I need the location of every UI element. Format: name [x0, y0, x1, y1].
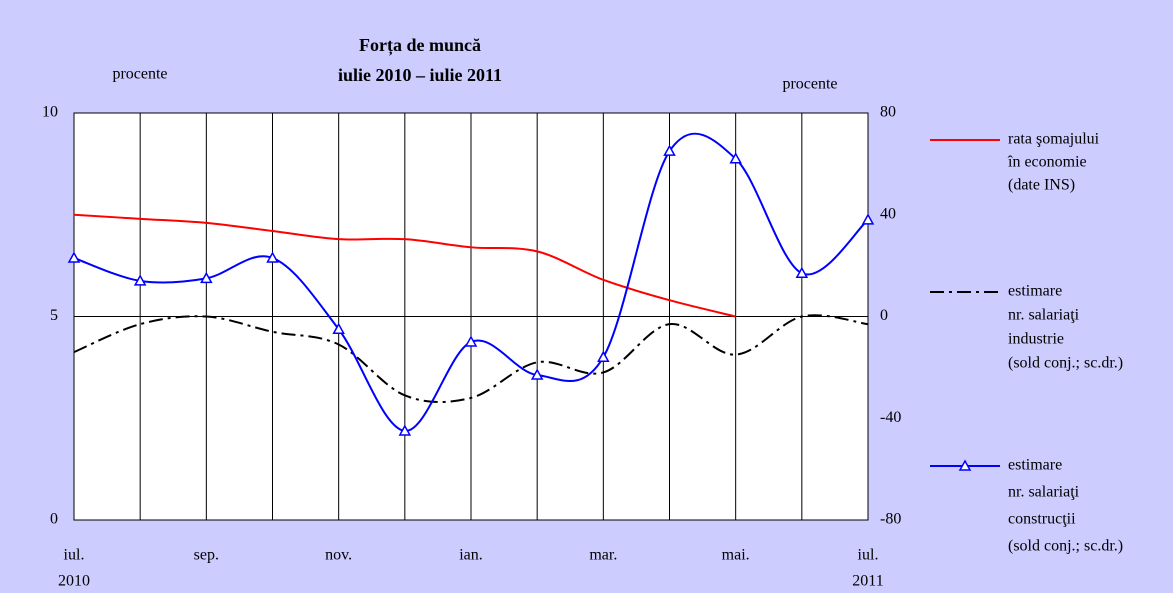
y-tick-label: 10	[42, 104, 58, 121]
point-marker	[67, 251, 81, 263]
year-label: 2010	[58, 573, 90, 590]
point-marker	[530, 368, 544, 380]
y2-tick-label: 0	[880, 307, 888, 324]
legend-label: rata şomajului	[1008, 131, 1100, 148]
legend-label: (sold conj.; sc.dr.)	[1008, 355, 1123, 372]
x-tick-label: ian.	[459, 547, 483, 564]
y-tick-label: 5	[50, 307, 58, 324]
legend-label: construcţii	[1008, 511, 1076, 528]
point-marker	[861, 213, 875, 225]
y-axis-label: procente	[112, 66, 167, 83]
x-tick-label: iul.	[858, 547, 879, 564]
point-marker	[200, 271, 213, 284]
series-line	[73, 213, 736, 318]
legend-marker	[958, 459, 972, 471]
y2-tick-label: -40	[880, 409, 901, 426]
legend-label: estimare	[1008, 283, 1062, 300]
x-tick-label: iul.	[64, 547, 85, 564]
point-marker	[266, 251, 279, 263]
point-marker	[729, 152, 742, 164]
legend-label: (date INS)	[1008, 177, 1075, 194]
legend-label: (sold conj.; sc.dr.)	[1008, 538, 1123, 555]
point-marker	[795, 266, 809, 279]
point-marker	[133, 274, 147, 286]
chart-subtitle: iulie 2010 – iulie 2011	[338, 65, 502, 85]
legend-label: industrie	[1008, 331, 1064, 348]
legend-label: estimare	[1008, 457, 1062, 474]
year-label: 2011	[852, 573, 883, 590]
x-tick-label: mai.	[722, 547, 750, 564]
y2-tick-label: -80	[880, 511, 901, 528]
x-tick-label: nov.	[325, 547, 352, 564]
y2-tick-label: 40	[880, 205, 896, 222]
chart-title: Forța de muncă	[359, 35, 481, 56]
x-tick-label: sep.	[194, 547, 219, 564]
y2-axis-label: procente	[782, 76, 837, 93]
y-tick-label: 0	[50, 511, 58, 528]
y2-tick-label: 80	[880, 104, 896, 121]
legend-label: nr. salariaţi	[1008, 484, 1080, 501]
point-marker	[398, 424, 412, 436]
series-line	[73, 314, 869, 404]
legend-label: nr. salariaţi	[1008, 307, 1080, 324]
point-marker	[597, 350, 610, 362]
point-marker	[663, 144, 676, 156]
point-marker	[464, 335, 478, 347]
legend-label: în economie	[1007, 154, 1087, 171]
x-tick-label: mar.	[589, 547, 617, 564]
point-marker	[332, 322, 345, 334]
